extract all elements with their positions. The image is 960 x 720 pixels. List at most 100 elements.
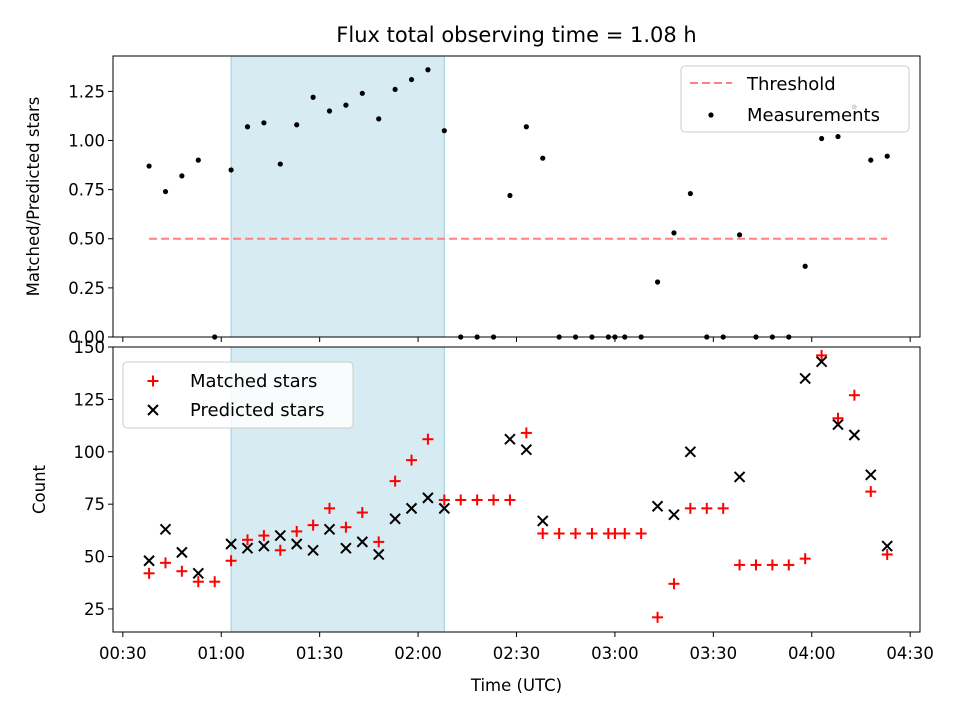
measurement-point bbox=[736, 232, 743, 238]
x-tick-label: 04:00 bbox=[788, 644, 836, 663]
ratio-legend-box bbox=[680, 65, 910, 133]
matched-star-point bbox=[701, 502, 713, 514]
matched-star-point bbox=[766, 559, 778, 571]
legend-predicted-marker bbox=[147, 404, 159, 416]
count-x-ticks: 00:30 01:00 01:30 02:00 02:30 03:00 03:30 04:00… bbox=[99, 632, 934, 663]
matched-star-point bbox=[750, 559, 762, 571]
measurement-point bbox=[441, 128, 447, 134]
y-tick-label: 1.25 bbox=[68, 82, 105, 101]
observing-interval-shade bbox=[230, 55, 445, 338]
count-plot-data bbox=[143, 349, 893, 623]
matched-star-point bbox=[406, 454, 418, 466]
predicted-star-point bbox=[815, 355, 828, 368]
measurement-point bbox=[376, 116, 382, 122]
count-legend: Matched stars Predicted stars bbox=[122, 361, 354, 429]
matched-star-point bbox=[865, 486, 877, 498]
matched-star-point bbox=[356, 507, 368, 519]
measurement-point bbox=[654, 279, 661, 285]
matched-star-point bbox=[717, 502, 729, 514]
matched-star-point bbox=[422, 433, 434, 445]
x-tick-label: 01:30 bbox=[296, 644, 344, 663]
legend-matched-marker bbox=[147, 375, 159, 387]
measurement-point bbox=[523, 124, 529, 130]
y-tick-label: 0.00 bbox=[68, 328, 105, 347]
legend-predicted-label: Predicted stars bbox=[190, 400, 324, 421]
x-tick-label: 00:30 bbox=[99, 644, 147, 663]
matched-star-point bbox=[537, 528, 549, 540]
matched-star-point bbox=[438, 494, 450, 506]
predicted-star-point bbox=[307, 544, 319, 556]
measurement-point bbox=[835, 133, 841, 140]
predicted-star-point bbox=[389, 513, 401, 525]
matched-star-point bbox=[570, 528, 582, 540]
count-y-axis-label: Count bbox=[30, 464, 49, 514]
matched-star-point bbox=[652, 611, 664, 623]
y-tick-label: 125 bbox=[74, 390, 106, 409]
x-tick-label: 01:00 bbox=[197, 644, 245, 663]
predicted-star-point bbox=[159, 523, 172, 536]
predicted-star-point bbox=[504, 433, 516, 445]
predicted-star-point bbox=[241, 542, 254, 554]
matched-star-point bbox=[783, 559, 795, 571]
y-tick-label: 0.25 bbox=[68, 279, 105, 298]
predicted-star-point bbox=[225, 538, 237, 550]
measurement-point bbox=[179, 173, 185, 179]
measurement-point bbox=[818, 135, 825, 142]
predicted-star-point bbox=[537, 515, 549, 527]
matched-star-point bbox=[455, 494, 467, 506]
count-y-ticks: 25 50 75 100 125 150 bbox=[74, 338, 113, 619]
predicted-star-point bbox=[373, 548, 385, 561]
ratio-legend: Threshold Measurements bbox=[680, 65, 910, 133]
y-tick-label: 1.00 bbox=[68, 131, 105, 150]
predicted-star-point bbox=[323, 523, 336, 536]
count-legend-box bbox=[122, 361, 354, 429]
measurement-point bbox=[408, 76, 415, 83]
matched-star-point bbox=[143, 567, 155, 579]
ratio-x-ticks bbox=[122, 337, 911, 342]
matched-star-point bbox=[832, 412, 844, 424]
matched-star-point bbox=[274, 544, 286, 556]
legend-matched-label: Matched stars bbox=[190, 371, 317, 392]
predicted-star-point bbox=[684, 446, 697, 458]
measurement-point bbox=[507, 192, 513, 199]
matched-star-point bbox=[373, 536, 385, 548]
predicted-star-point bbox=[832, 418, 844, 431]
legend-x-glyph bbox=[147, 404, 159, 416]
measurement-point bbox=[425, 67, 431, 73]
predicted-star-point bbox=[668, 508, 680, 521]
matched-star-point bbox=[307, 519, 319, 531]
predicted-star-point bbox=[733, 471, 746, 483]
predicted-star-point bbox=[143, 555, 155, 567]
chart-title: Flux total observing time = 1.08 h bbox=[336, 23, 696, 47]
measurement-point bbox=[277, 161, 283, 167]
predicted-star-point bbox=[291, 538, 303, 550]
measurement-point bbox=[146, 163, 152, 169]
measurement-point bbox=[195, 157, 201, 163]
x-tick-label: 04:30 bbox=[886, 644, 934, 663]
matched-star-point bbox=[488, 494, 500, 506]
x-tick-label: 02:30 bbox=[493, 644, 541, 663]
x-axis-label: Time (UTC) bbox=[470, 676, 562, 695]
matched-star-point bbox=[586, 528, 598, 540]
matched-star-point bbox=[242, 534, 253, 546]
predicted-star-point bbox=[422, 492, 434, 504]
legend-threshold-label: Threshold bbox=[746, 74, 836, 95]
matched-star-point bbox=[340, 521, 352, 533]
predicted-star-point bbox=[176, 546, 188, 559]
predicted-star-point bbox=[799, 372, 811, 385]
measurement-point bbox=[392, 86, 398, 93]
matched-star-point bbox=[504, 494, 516, 506]
matched-star-point bbox=[176, 565, 188, 577]
matched-star-point bbox=[324, 502, 336, 514]
predicted-star-point bbox=[881, 540, 893, 552]
ratio-y-axis-label: Matched/Predicted stars bbox=[24, 97, 43, 297]
predicted-star-point bbox=[356, 536, 369, 548]
measurement-point bbox=[326, 108, 333, 114]
matched-star-point bbox=[848, 389, 860, 401]
y-tick-label: 50 bbox=[84, 548, 105, 567]
matched-star-point bbox=[159, 557, 171, 569]
y-tick-label: 150 bbox=[74, 338, 106, 357]
matched-star-point bbox=[471, 494, 483, 506]
legend-measurements-marker bbox=[708, 112, 714, 118]
